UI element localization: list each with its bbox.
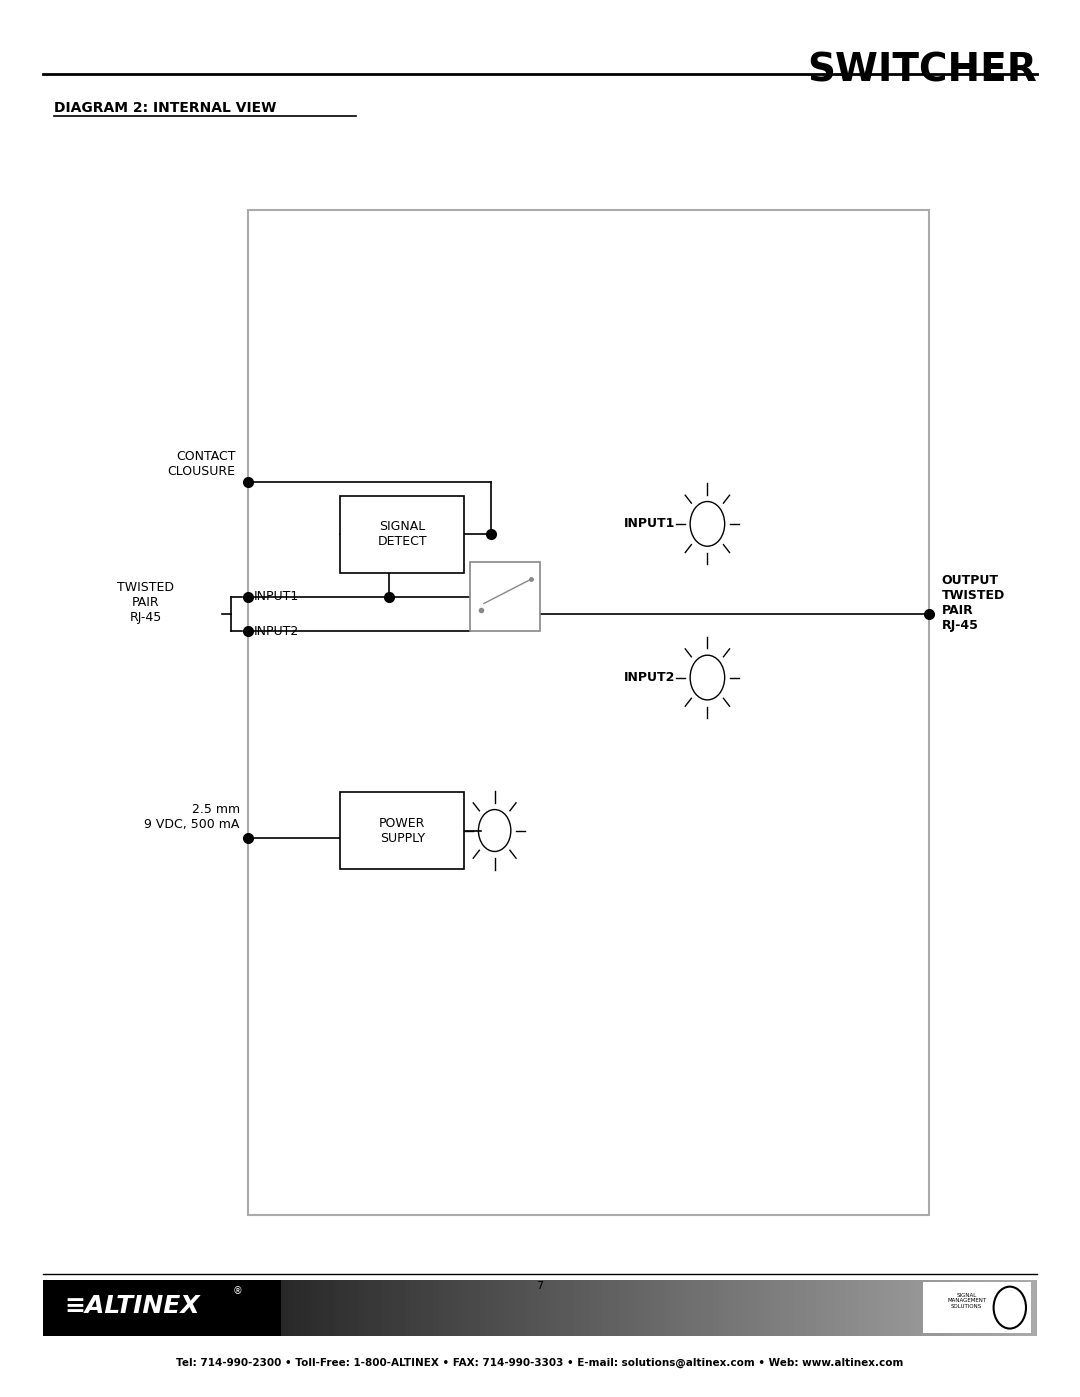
Text: INPUT2: INPUT2 <box>254 624 299 638</box>
Text: CONTACT
CLOUSURE: CONTACT CLOUSURE <box>167 450 235 478</box>
Bar <box>923 1282 1031 1333</box>
Text: DIAGRAM 2: INTERNAL VIEW: DIAGRAM 2: INTERNAL VIEW <box>54 101 276 115</box>
Bar <box>248 210 929 1215</box>
Text: TWISTED
PAIR
RJ-45: TWISTED PAIR RJ-45 <box>118 581 174 624</box>
Bar <box>470 562 540 631</box>
Text: SWITCHER: SWITCHER <box>807 52 1037 89</box>
Text: INPUT1: INPUT1 <box>254 590 299 604</box>
Text: 400-0378-004: 400-0378-004 <box>54 1281 133 1291</box>
Bar <box>340 496 464 573</box>
Text: SIGNAL
DETECT: SIGNAL DETECT <box>378 520 427 549</box>
Text: INPUT1: INPUT1 <box>623 517 675 531</box>
Text: Tel: 714-990-2300 • Toll-Free: 1-800-ALTINEX • FAX: 714-990-3303 • E-mail: solut: Tel: 714-990-2300 • Toll-Free: 1-800-ALT… <box>176 1358 904 1368</box>
Bar <box>43 1280 281 1336</box>
Text: ®: ® <box>232 1285 242 1296</box>
Text: 2.5 mm
9 VDC, 500 mA: 2.5 mm 9 VDC, 500 mA <box>145 803 240 831</box>
Text: OUTPUT
TWISTED
PAIR
RJ-45: OUTPUT TWISTED PAIR RJ-45 <box>942 574 1005 631</box>
Text: ≡ALTINEX: ≡ALTINEX <box>65 1295 201 1319</box>
Text: POWER
SUPPLY: POWER SUPPLY <box>379 816 426 845</box>
Bar <box>340 792 464 869</box>
Text: SIGNAL
MANAGEMENT
SOLUTIONS: SIGNAL MANAGEMENT SOLUTIONS <box>947 1292 986 1309</box>
Text: 7: 7 <box>537 1281 543 1291</box>
Text: INPUT2: INPUT2 <box>623 671 675 685</box>
